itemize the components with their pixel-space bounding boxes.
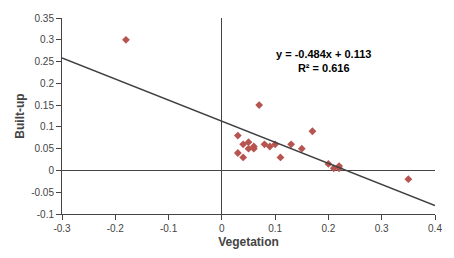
svg-text:-0.3: -0.3 — [53, 223, 71, 234]
svg-text:0.3: 0.3 — [375, 223, 389, 234]
svg-text:0: 0 — [219, 223, 225, 234]
svg-text:Vegetation: Vegetation — [218, 235, 279, 249]
svg-text:0.3: 0.3 — [40, 34, 54, 45]
svg-text:0.4: 0.4 — [428, 223, 442, 234]
svg-text:-0.1: -0.1 — [160, 223, 178, 234]
svg-text:-0.05: -0.05 — [31, 187, 54, 198]
svg-text:0.1: 0.1 — [268, 223, 282, 234]
svg-text:0.2: 0.2 — [40, 78, 54, 89]
svg-text:0: 0 — [48, 165, 54, 176]
svg-text:-0.1: -0.1 — [37, 209, 55, 220]
svg-text:0.15: 0.15 — [35, 100, 55, 111]
svg-text:-0.2: -0.2 — [107, 223, 125, 234]
svg-text:0.05: 0.05 — [35, 143, 55, 154]
svg-text:0.1: 0.1 — [40, 121, 54, 132]
svg-text:0.35: 0.35 — [35, 13, 55, 24]
svg-text:y = -0.484x + 0.113R² = 0.616: y = -0.484x + 0.113R² = 0.616 — [276, 48, 371, 74]
svg-text:Built-up: Built-up — [13, 93, 27, 138]
svg-text:0.2: 0.2 — [321, 223, 335, 234]
svg-text:0.25: 0.25 — [35, 56, 55, 67]
